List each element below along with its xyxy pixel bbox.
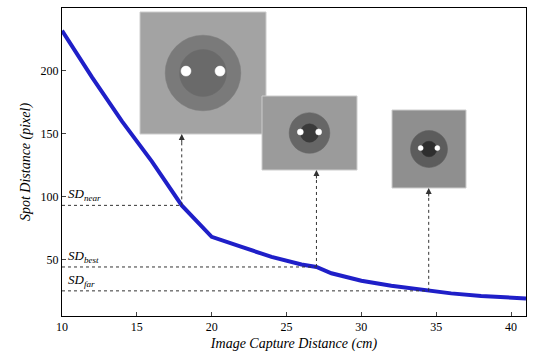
svg-text:150: 150: [41, 127, 59, 141]
svg-text:15: 15: [131, 320, 143, 334]
svg-text:100: 100: [41, 190, 59, 204]
svg-text:Image Capture Distance (cm): Image Capture Distance (cm): [210, 336, 378, 352]
svg-text:20: 20: [206, 320, 218, 334]
svg-text:25: 25: [281, 320, 293, 334]
svg-text:50: 50: [47, 253, 59, 267]
svg-text:SD​far​: SD​far​: [68, 272, 95, 289]
svg-text:35: 35: [430, 320, 442, 334]
svg-text:40: 40: [505, 320, 517, 334]
svg-text:10: 10: [56, 320, 68, 334]
svg-text:200: 200: [41, 64, 59, 78]
svg-text:Spot Distance (pixel): Spot Distance (pixel): [18, 103, 34, 222]
svg-text:SD​near​: SD​near​: [68, 186, 101, 203]
svg-text:30: 30: [355, 320, 367, 334]
svg-text:SD​best​: SD​best​: [68, 248, 99, 265]
